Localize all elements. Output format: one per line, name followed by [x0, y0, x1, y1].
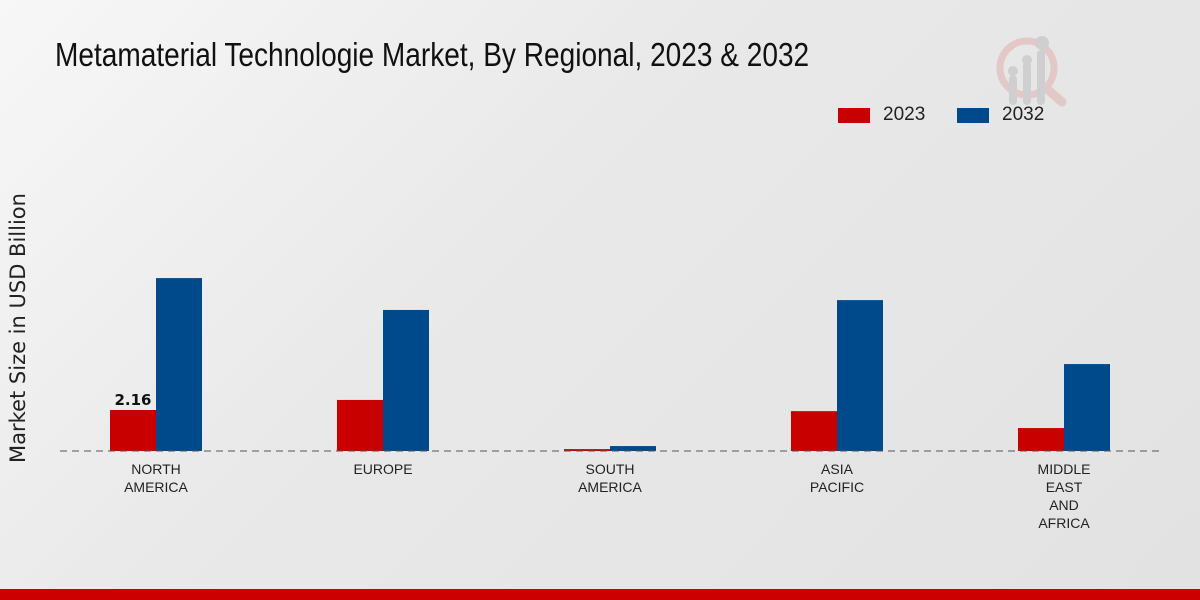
bar-2023-4: [1018, 428, 1064, 451]
x-tick-label: AMERICA: [124, 479, 188, 495]
legend-item-2023: 2023: [838, 104, 925, 126]
bar-2023-1: [337, 399, 383, 451]
x-tick-label: EAST: [1046, 479, 1083, 495]
legend-label: 2023: [883, 104, 926, 125]
bar-2032-0: [156, 278, 202, 451]
legend-item-2032: 2032: [957, 104, 1044, 126]
bar-2023-3: [791, 411, 837, 451]
legend-swatch-2032: [957, 107, 989, 123]
footer-bar: [0, 589, 1200, 600]
x-tick-label: NORTH: [131, 461, 181, 477]
bar-2032-3: [837, 300, 883, 451]
chart-title: Metamaterial Technologie Market, By Regi…: [55, 36, 810, 73]
x-tick-label: ASIA: [821, 461, 854, 477]
x-tick-label: AND: [1049, 497, 1079, 513]
bar-2023-0: [110, 410, 156, 451]
bar-2032-1: [383, 309, 429, 451]
x-tick-label: MIDDLE: [1038, 461, 1091, 477]
x-tick-label: EUROPE: [353, 461, 412, 477]
x-tick-label: SOUTH: [586, 461, 635, 477]
data-label: 2.16: [114, 391, 151, 409]
x-tick-label: AFRICA: [1038, 515, 1090, 531]
bar-2023-2: [564, 449, 610, 451]
legend-swatch-2023: [838, 107, 870, 123]
x-tick-label: AMERICA: [578, 479, 642, 495]
bar-2032-4: [1064, 364, 1110, 451]
x-tick-label: PACIFIC: [810, 479, 864, 495]
legend-label: 2032: [1002, 104, 1045, 125]
bar-2032-2: [610, 446, 656, 451]
